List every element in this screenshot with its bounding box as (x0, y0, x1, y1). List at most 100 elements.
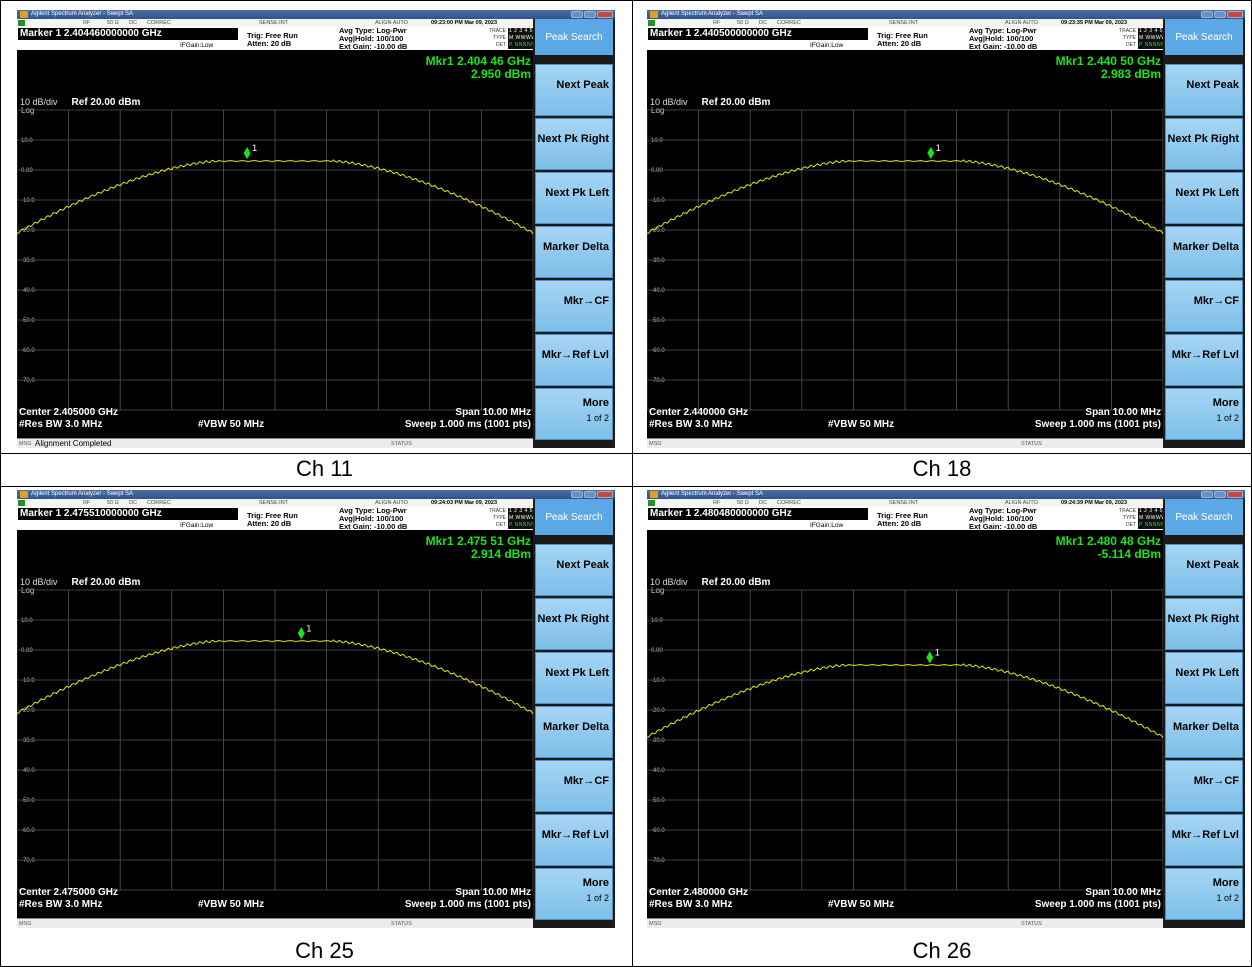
softkey-next-pk-right[interactable]: Next Pk Right (1165, 118, 1243, 170)
timestamp: 09:24:39 PM Mar 09, 2023 (1061, 500, 1128, 506)
softkey-next-pk-right[interactable]: Next Pk Right (535, 118, 613, 170)
active-marker-readout[interactable]: Marker 1 2.404460000000 GHz (18, 28, 238, 40)
close-button[interactable] (597, 491, 613, 498)
softkey-marker-delta[interactable]: Marker Delta (1165, 226, 1243, 278)
softkey-next-pk-left[interactable]: Next Pk Left (1165, 172, 1243, 224)
active-marker-readout[interactable]: Marker 1 2.475510000000 GHz (18, 508, 238, 520)
window-title: Agilent Spectrum Analyzer - Swept SA (31, 491, 134, 497)
ifgain-setting: IFGain:Low (180, 522, 214, 529)
impedance-label: 50 Ω (737, 500, 749, 506)
det-value: P NNNNN (1138, 42, 1167, 49)
minimize-button[interactable] (571, 491, 583, 498)
marker-number: 1 (252, 143, 257, 153)
menu-title: Peak Search (535, 499, 613, 535)
coupling-label: DC (129, 500, 137, 506)
softkey-mkr-ref-lvl[interactable]: Mkr→Ref Lvl (1165, 814, 1243, 866)
active-marker-readout[interactable]: Marker 1 2.480480000000 GHz (648, 508, 868, 520)
spectrum-display: Mkr1 2.440 50 GHz 2.983 dBm 10 dB/div Ref… (647, 50, 1163, 438)
softkey-mkr-ref-lvl[interactable]: Mkr→Ref Lvl (535, 334, 613, 386)
softkey-mkr-cf[interactable]: Mkr→CF (1165, 280, 1243, 332)
pno-setting: PNO: Fast ↔ (180, 515, 219, 522)
softkey-next-pk-right[interactable]: Next Pk Right (1165, 598, 1243, 650)
softkey-next-pk-left[interactable]: Next Pk Left (535, 172, 613, 224)
spectrum-trace (647, 663, 1163, 739)
correc-label: CORREC (147, 20, 171, 26)
msg-label: MSG (19, 441, 32, 447)
message-bar: MSG STATUS (17, 918, 533, 928)
softkey-next-peak[interactable]: Next Peak (535, 64, 613, 116)
softkey-marker-delta[interactable]: Marker Delta (535, 226, 613, 278)
span: Span 10.00 MHz (1085, 407, 1161, 418)
y-tick-label: -10.0 (21, 678, 35, 684)
lxi-icon (18, 20, 25, 26)
ref-level: Ref 20.00 dBm (701, 577, 771, 588)
avg-hold-setting: Avg|Hold: 100/100 (969, 34, 1034, 43)
softkey-more[interactable]: More 1 of 2 (1165, 388, 1243, 440)
minimize-button[interactable] (1201, 491, 1213, 498)
spectrum-plot: 1 (17, 589, 533, 891)
softkey-mkr-cf[interactable]: Mkr→CF (1165, 760, 1243, 812)
maximize-button[interactable] (584, 11, 596, 18)
softkey-next-peak[interactable]: Next Peak (1165, 64, 1243, 116)
ext-gain-setting: Ext Gain: -10.00 dB (969, 522, 1038, 531)
softkey-label: Next Peak (556, 559, 609, 571)
maximize-button[interactable] (1214, 491, 1226, 498)
softkey-mkr-ref-lvl[interactable]: Mkr→Ref Lvl (535, 814, 613, 866)
minimize-button[interactable] (1201, 11, 1213, 18)
menu-title: Peak Search (1165, 499, 1243, 535)
close-button[interactable] (597, 11, 613, 18)
marker-diamond-icon (297, 627, 305, 640)
spectrum-plot: 1 (647, 109, 1163, 411)
avg-type-setting: Avg Type: Log-Pwr (969, 26, 1037, 35)
y-tick-label: -70.0 (651, 378, 665, 384)
graticule (17, 109, 533, 411)
pno-setting: PNO: Fast ↔ (810, 515, 849, 522)
coupling-label: DC (759, 20, 767, 26)
ifgain-setting: IFGain:Low (180, 42, 214, 49)
softkey-more[interactable]: More 1 of 2 (535, 868, 613, 920)
minimize-button[interactable] (571, 11, 583, 18)
sweep-time: Sweep 1.000 ms (1001 pts) (404, 899, 531, 910)
coupling-label: DC (759, 500, 767, 506)
message-bar: MSG STATUS (647, 918, 1163, 928)
softkey-next-pk-right[interactable]: Next Pk Right (535, 598, 613, 650)
status-label: STATUS (1021, 921, 1042, 927)
softkey-label: More (1212, 397, 1239, 409)
y-tick-label: -60.0 (21, 348, 35, 354)
close-button[interactable] (1227, 491, 1243, 498)
spectrum-display: Mkr1 2.475 51 GHz 2.914 dBm 10 dB/div Ref… (17, 530, 533, 918)
softkey-mkr-cf[interactable]: Mkr→CF (535, 760, 613, 812)
rf-label: RF (713, 20, 721, 26)
msg-label: MSG (19, 921, 32, 927)
softkey-mkr-cf[interactable]: Mkr→CF (535, 280, 613, 332)
table-border-top (0, 0, 1252, 1)
y-tick-label: 0.00 (21, 648, 33, 654)
graticule (647, 589, 1163, 891)
spectrum-display: Mkr1 2.404 46 GHz 2.950 dBm 10 dB/div Ref… (17, 50, 533, 438)
softkey-next-pk-left[interactable]: Next Pk Left (1165, 652, 1243, 704)
softkey-label: Marker Delta (1172, 721, 1239, 733)
y-tick-label: -40.0 (651, 288, 665, 294)
det-label: DET (1126, 42, 1136, 48)
active-marker-readout[interactable]: Marker 1 2.440500000000 GHz (648, 28, 868, 40)
lxi-icon (18, 500, 25, 506)
softkey-next-peak[interactable]: Next Peak (535, 544, 613, 596)
timestamp: 09:23:00 PM Mar 09, 2023 (431, 20, 498, 26)
det-value: P NNNNN (1138, 522, 1167, 529)
maximize-button[interactable] (584, 491, 596, 498)
close-button[interactable] (1227, 11, 1243, 18)
maximize-button[interactable] (1214, 11, 1226, 18)
softkey-next-pk-left[interactable]: Next Pk Left (535, 652, 613, 704)
softkey-marker-delta[interactable]: Marker Delta (1165, 706, 1243, 758)
softkey-marker-delta[interactable]: Marker Delta (535, 706, 613, 758)
analyzer-window: Agilent Spectrum Analyzer - Swept SA RF … (647, 10, 1245, 448)
span: Span 10.00 MHz (1085, 887, 1161, 898)
softkey-next-peak[interactable]: Next Peak (1165, 544, 1243, 596)
softkey-mkr-ref-lvl[interactable]: Mkr→Ref Lvl (1165, 334, 1243, 386)
y-tick-label: -40.0 (651, 768, 665, 774)
softkey-more[interactable]: More 1 of 2 (535, 388, 613, 440)
softkey-more[interactable]: More 1 of 2 (1165, 868, 1243, 920)
det-label: DET (496, 42, 506, 48)
menu-title: Peak Search (1165, 19, 1243, 55)
spectrum-trace (647, 159, 1163, 235)
